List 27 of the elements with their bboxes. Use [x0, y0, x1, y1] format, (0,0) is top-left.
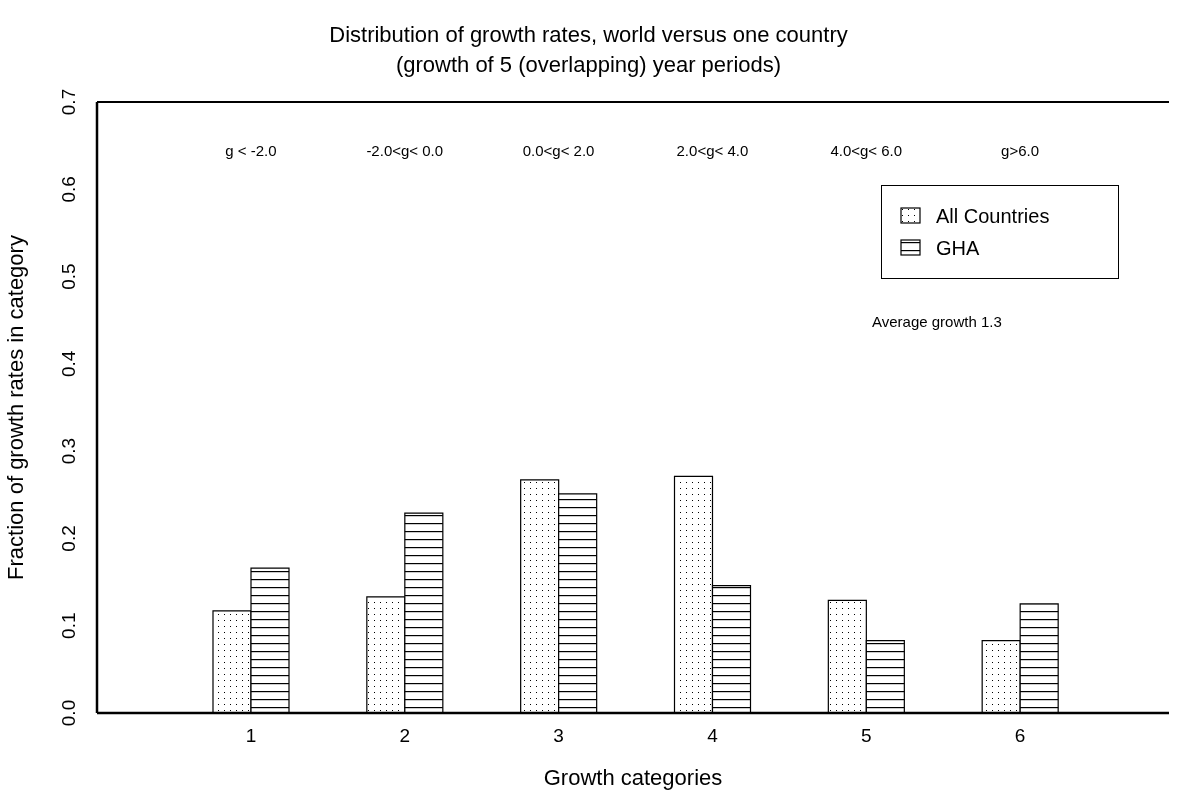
annotation: Average growth 1.3	[872, 313, 1002, 330]
y-tick-label: 0.3	[58, 437, 79, 465]
legend-label: All Countries	[936, 204, 1050, 228]
annotation: 0.0<g< 2.0	[521, 142, 596, 159]
y-tick-label: 0.6	[58, 176, 79, 203]
annotation: g>6.0	[1000, 142, 1041, 159]
x-tick-label: 3	[553, 725, 564, 747]
y-tick-label: 0.2	[58, 525, 79, 552]
y-tick-label: 0.7	[58, 88, 79, 116]
x-tick-label: 4	[707, 725, 719, 747]
x-axis-title: Growth categories	[543, 765, 723, 790]
y-tick-label: 0.5	[58, 263, 79, 290]
annotation: -2.0<g< 0.0	[365, 142, 445, 159]
y-tick-label: 0.0	[58, 699, 79, 727]
y-tick-label: 0.4	[58, 350, 79, 378]
x-tick-label: 2	[399, 725, 411, 747]
annotation: g < -2.0	[224, 142, 278, 159]
x-tick-label: 6	[1014, 725, 1026, 747]
annotation: 4.0<g< 6.0	[829, 142, 904, 159]
x-tick-label: 5	[860, 725, 872, 747]
legend-label: GHA	[936, 236, 980, 260]
x-tick-label: 1	[245, 725, 257, 747]
y-axis-title: Fraction of growth rates in category	[2, 235, 28, 580]
chart-title: Distribution of growth rates, world versus one country	[328, 21, 849, 49]
annotation: 2.0<g< 4.0	[675, 142, 750, 159]
chart-subtitle: (growth of 5 (overlapping) year periods)	[394, 51, 783, 79]
y-tick-label: 0.1	[58, 612, 79, 639]
